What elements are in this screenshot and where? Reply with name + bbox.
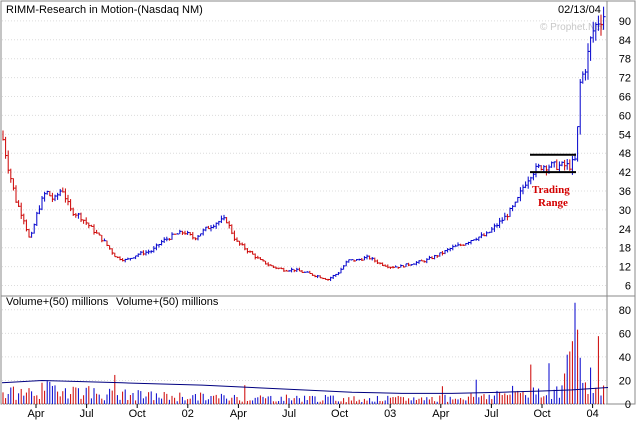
price-y-axis-ticks: 90 84 78 72 66 60 54 48 42 36 30 24 18 12 6 [619,16,631,293]
price-axis-frame [606,0,636,297]
price-y-tick-label: 84 [619,35,631,47]
x-tick-label: 04 [586,408,598,420]
price-y-tick-label: 54 [619,129,631,141]
price-y-tick-label: 18 [619,243,631,255]
price-y-tick-label: 36 [619,186,631,198]
x-tick-label: Oct [331,408,348,420]
volume-y-tick-label: 40 [619,352,631,364]
volume-moving-average-line [1,379,609,394]
price-y-tick-label: 6 [625,281,631,293]
x-tick-label: Jul [484,408,498,420]
price-y-tick-label: 66 [619,92,631,104]
volume-y-tick-label: 60 [619,328,631,340]
x-axis-ticks: Apr Jul Oct 02 Apr Jul Oct 03 Apr Jul Oct 04 [27,404,599,420]
volume-y-tick-label: 20 [619,375,631,387]
price-y-tick-label: 90 [619,16,631,28]
x-tick-label: Apr [432,408,449,420]
price-panel-frame [0,0,608,297]
volume-y-tick-label: 80 [619,305,631,317]
volume-panel-frame [0,295,608,405]
x-tick-label: 03 [384,408,396,420]
price-chart-title: RIMM-Research in Motion-(Nasdaq NM) [6,4,203,16]
price-y-tick-label: 24 [619,224,631,236]
x-tick-label: Oct [533,408,550,420]
price-y-tick-label: 72 [619,73,631,85]
x-tick-label: Jul [282,408,296,420]
price-y-tick-label: 42 [619,167,631,179]
trading-range-label-line2: Range [538,197,568,209]
volume-y-axis-ticks: 80 60 40 20 0 [619,305,631,411]
price-y-tick-label: 78 [619,54,631,66]
trading-range-label-line1: Trading [532,184,570,196]
x-tick-label: 02 [182,408,194,420]
price-bars [2,6,606,282]
volume-title-repeat: Volume+(50) millions [116,296,219,308]
x-tick-label: Apr [230,408,247,420]
trading-range-annotation: Trading Range [530,153,576,209]
watermark-logo: © Prophet.Net [540,22,604,33]
x-tick-label: Jul [80,408,94,420]
price-y-tick-label: 12 [619,262,631,274]
volume-title: Volume+(50) millions [6,296,109,308]
volume-bars [2,302,605,404]
x-tick-label: Oct [129,408,146,420]
volume-y-tick-label: 0 [625,399,631,411]
price-y-tick-label: 30 [619,205,631,217]
x-tick-label: Apr [27,408,44,420]
price-y-tick-label: 60 [619,110,631,122]
price-y-tick-label: 48 [619,148,631,160]
chart-date-label: 02/13/04 [558,4,601,16]
volume-axis-frame [606,295,636,405]
